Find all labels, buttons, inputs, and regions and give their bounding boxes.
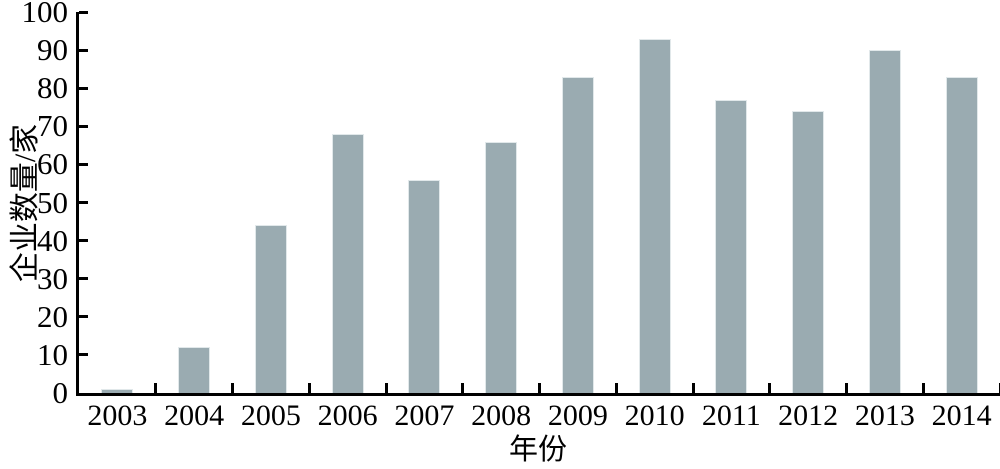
x-tick-label: 2005 xyxy=(240,399,301,432)
x-axis-tick xyxy=(307,383,311,393)
x-tick-label: 2012 xyxy=(778,399,839,432)
bar-2010 xyxy=(638,38,671,393)
y-axis-tick xyxy=(79,315,88,319)
x-axis-tick xyxy=(231,383,234,393)
x-tick-label: 2009 xyxy=(547,399,608,432)
x-axis-tick xyxy=(921,383,925,393)
y-axis-tick xyxy=(79,277,88,281)
plot-inner xyxy=(79,10,1000,393)
x-tick-label: 2007 xyxy=(394,399,455,432)
plot-area xyxy=(76,10,1000,396)
y-tick-label: 90 xyxy=(37,32,68,68)
y-axis-tick xyxy=(79,86,88,90)
x-axis-tick xyxy=(768,383,772,393)
x-axis-tick xyxy=(845,383,848,393)
y-axis-tick xyxy=(79,48,88,52)
y-tick-label: 0 xyxy=(52,375,69,410)
x-axis-tick xyxy=(384,383,388,393)
y-tick-label: 40 xyxy=(37,222,68,258)
x-tick-label: 2003 xyxy=(87,399,148,432)
bar-2008 xyxy=(485,141,518,393)
bar-2003 xyxy=(101,389,134,393)
bar-2005 xyxy=(254,225,287,393)
y-tick-label: 30 xyxy=(37,260,68,296)
bar-2013 xyxy=(868,50,901,393)
bar-2014 xyxy=(945,76,978,393)
y-tick-label: 70 xyxy=(37,108,68,144)
y-axis-tick xyxy=(79,201,88,204)
x-axis-tick xyxy=(691,383,695,393)
y-axis-tick xyxy=(79,124,88,128)
x-tick-label: 2004 xyxy=(164,399,225,432)
x-axis-title: 年份 xyxy=(508,434,567,466)
x-axis-tick xyxy=(538,383,541,393)
y-axis-tick xyxy=(79,239,88,243)
y-tick-label: 60 xyxy=(37,146,68,182)
y-tick-label: 50 xyxy=(37,184,68,220)
x-axis-tick xyxy=(461,383,465,393)
x-tick-label: 2008 xyxy=(471,399,532,432)
bar-2012 xyxy=(792,111,825,393)
y-axis-tick xyxy=(79,353,88,357)
y-tick-label: 80 xyxy=(37,70,68,106)
x-tick-label: 2014 xyxy=(931,399,992,432)
bar-2009 xyxy=(561,76,594,393)
y-tick-label: 10 xyxy=(37,336,68,372)
x-tick-label: 2011 xyxy=(701,399,761,432)
y-tick-label: 100 xyxy=(21,0,69,29)
x-axis-tick xyxy=(154,383,158,393)
y-tick-label: 20 xyxy=(37,298,68,334)
x-axis-tick xyxy=(998,383,1000,393)
x-axis-tick xyxy=(614,383,618,393)
y-axis-tick xyxy=(79,162,88,166)
x-tick-label: 2010 xyxy=(624,399,685,432)
x-tick-label: 2006 xyxy=(317,399,378,432)
bar-2004 xyxy=(178,347,211,393)
y-axis-tick xyxy=(79,10,88,14)
bar-2011 xyxy=(715,99,748,393)
x-tick-label: 2013 xyxy=(854,399,915,432)
bar-2006 xyxy=(331,133,364,393)
bar-2007 xyxy=(408,179,441,393)
